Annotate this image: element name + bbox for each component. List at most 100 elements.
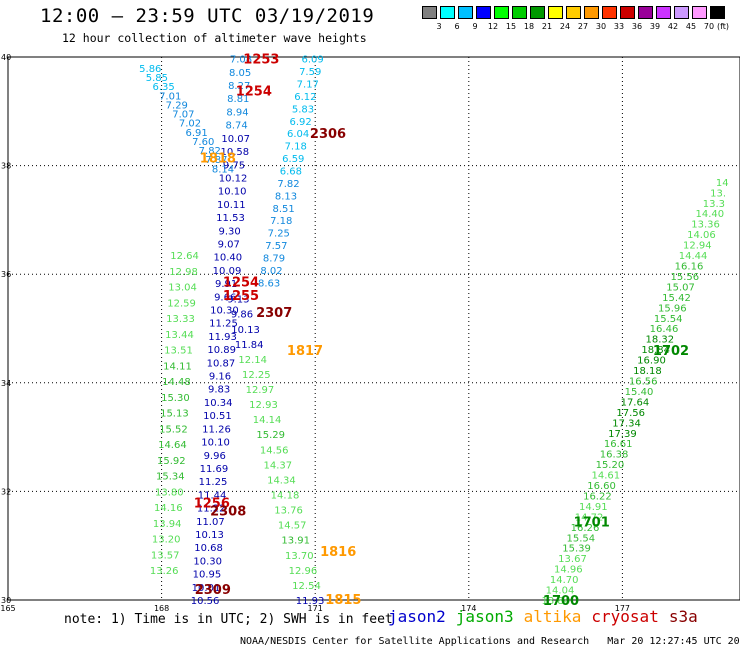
wave-height-point: 13.80 — [155, 487, 184, 498]
wave-height-point: 7.07 — [172, 110, 194, 121]
wave-height-point: 8.81 — [227, 94, 249, 105]
wave-height-point: 10.51 — [203, 411, 232, 422]
wave-height-point: 13.91 — [281, 536, 310, 547]
wave-height-point: 15.52 — [159, 424, 188, 435]
wave-height-point: 13.76 — [274, 506, 303, 517]
wave-height-point: 10.68 — [194, 543, 223, 554]
pass-time-label: 1253 — [243, 53, 279, 68]
wave-height-point: 15.07 — [666, 282, 695, 293]
wave-height-point: 14.44 — [679, 251, 708, 262]
wave-height-point: 16.16 — [675, 262, 704, 273]
wave-height-point: 7.29 — [166, 100, 188, 111]
wave-height-point: 11.25 — [209, 319, 238, 330]
wave-height-point: 8.02 — [260, 266, 282, 277]
wave-height-point: 14.91 — [579, 502, 608, 513]
wave-height-point: 13.70 — [285, 551, 314, 562]
wave-height-point: 17.56 — [616, 408, 645, 419]
y-tick-label: 32 — [1, 487, 11, 496]
wave-height-point: 9.96 — [204, 451, 226, 462]
color-swatch — [494, 6, 509, 19]
wave-height-point: 18.32 — [645, 335, 674, 346]
wave-height-point: 14.64 — [158, 440, 187, 451]
wave-height-point: 9.13 — [227, 295, 249, 306]
color-swatch — [674, 6, 689, 19]
color-swatch — [530, 6, 545, 19]
wave-height-point: 17.34 — [612, 418, 641, 429]
y-tick-label: 38 — [1, 162, 11, 171]
y-tick-label: 40 — [1, 53, 11, 62]
wave-height-point: 14.04 — [546, 586, 575, 597]
pass-time-label: 2307 — [256, 306, 292, 321]
legend-item-s3a: s3a — [668, 607, 698, 626]
wave-height-point: 11.93 — [208, 332, 237, 343]
wave-height-point: 10.58 — [220, 147, 249, 158]
wave-height-point: 10.56 — [191, 596, 220, 607]
wave-height-point: 13.20 — [152, 535, 181, 546]
color-swatch-label: 21 — [541, 22, 553, 31]
x-tick-label: 171 — [308, 604, 323, 613]
pass-time-label: 1700 — [543, 594, 579, 609]
wave-height-point: 5.86 — [139, 64, 161, 75]
wave-height-point: 13.57 — [151, 550, 180, 561]
wave-height-point: 9.75 — [223, 160, 245, 171]
color-swatch — [422, 6, 437, 19]
color-swatch — [710, 6, 725, 19]
pass-time-label: 1816 — [320, 545, 356, 560]
wave-height-point: 6.35 — [152, 82, 174, 93]
data-points: 5.865.856.357.017.297.077.026.917.607.82… — [139, 55, 728, 607]
wave-height-point: 13.04 — [168, 283, 197, 294]
pass-time-label: 1254 — [223, 275, 259, 290]
wave-height-point: 8.51 — [272, 204, 294, 215]
wave-height-point: 14.11 — [163, 361, 192, 372]
wave-height-point: 6.59 — [282, 154, 304, 165]
color-swatch — [692, 6, 707, 19]
color-swatch — [620, 6, 635, 19]
wave-height-point: 13.67 — [558, 554, 587, 565]
wave-height-point: 11.25 — [199, 477, 228, 488]
wave-height-point: 11.93 — [296, 596, 325, 607]
wave-height-point: 14.56 — [260, 445, 289, 456]
wave-height-point: 8.14 — [212, 164, 234, 175]
legend-item-jason2: jason2 — [388, 607, 446, 626]
wave-height-point: 7.82 — [277, 179, 299, 190]
x-tick-label: 174 — [461, 604, 476, 613]
x-tick-label: 177 — [615, 604, 630, 613]
wave-height-point: 12.54 — [292, 581, 321, 592]
wave-height-point: 16.26 — [571, 523, 600, 534]
wave-height-point: 16.38 — [600, 450, 629, 461]
color-swatch-label: 15 — [505, 22, 517, 31]
axis-ticks: 165 168 171 174 177 30 32 34 36 38 40 — [0, 53, 630, 613]
color-swatch-label: 45 — [685, 22, 697, 31]
wave-height-point: 10.95 — [193, 570, 222, 581]
color-swatch-label: 42 — [667, 22, 679, 31]
wave-height-point: 15.96 — [658, 303, 687, 314]
wave-height-point: 13.3 — [703, 199, 725, 210]
wave-height-point: 11.26 — [202, 424, 231, 435]
wave-height-point: 14.16 — [154, 503, 183, 514]
pass-time-label: 1815 — [325, 593, 361, 608]
wave-height-point: 8.74 — [225, 121, 247, 132]
wave-height-point: 8.13 — [275, 191, 297, 202]
wave-height-point: 10.07 — [221, 134, 250, 145]
wave-height-point: 10.34 — [204, 398, 233, 409]
page-title: 12:00 – 23:59 UTC 03/19/2019 — [40, 5, 375, 27]
y-tick-label: 30 — [1, 596, 11, 605]
wave-height-point: 10.10 — [201, 438, 230, 449]
wave-height-point: 14.34 — [267, 476, 296, 487]
color-swatch-label: 9 — [472, 22, 478, 31]
wave-height-point: 12.97 — [246, 385, 275, 396]
wave-height-point: 9.91 — [215, 279, 237, 290]
wave-height-point: 14.48 — [162, 377, 191, 388]
wave-height-point: 18.84 — [641, 345, 670, 356]
wave-height-point: 12.25 — [242, 370, 271, 381]
color-swatch-label: 70 — [703, 22, 715, 31]
wave-height-point: 10.30 — [210, 306, 239, 317]
wave-height-point: 15.34 — [156, 472, 185, 483]
wave-height-point: 10.12 — [219, 174, 248, 185]
legend-item-jason3: jason3 — [455, 607, 514, 626]
wave-height-point: 17.39 — [608, 429, 637, 440]
wave-height-point: 10.87 — [207, 358, 236, 369]
wave-height-point: 16.46 — [650, 324, 679, 335]
